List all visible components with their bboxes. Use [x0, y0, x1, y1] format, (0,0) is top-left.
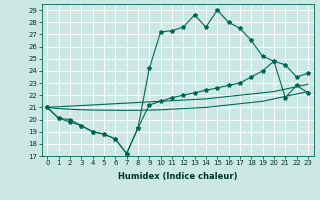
X-axis label: Humidex (Indice chaleur): Humidex (Indice chaleur)	[118, 172, 237, 181]
